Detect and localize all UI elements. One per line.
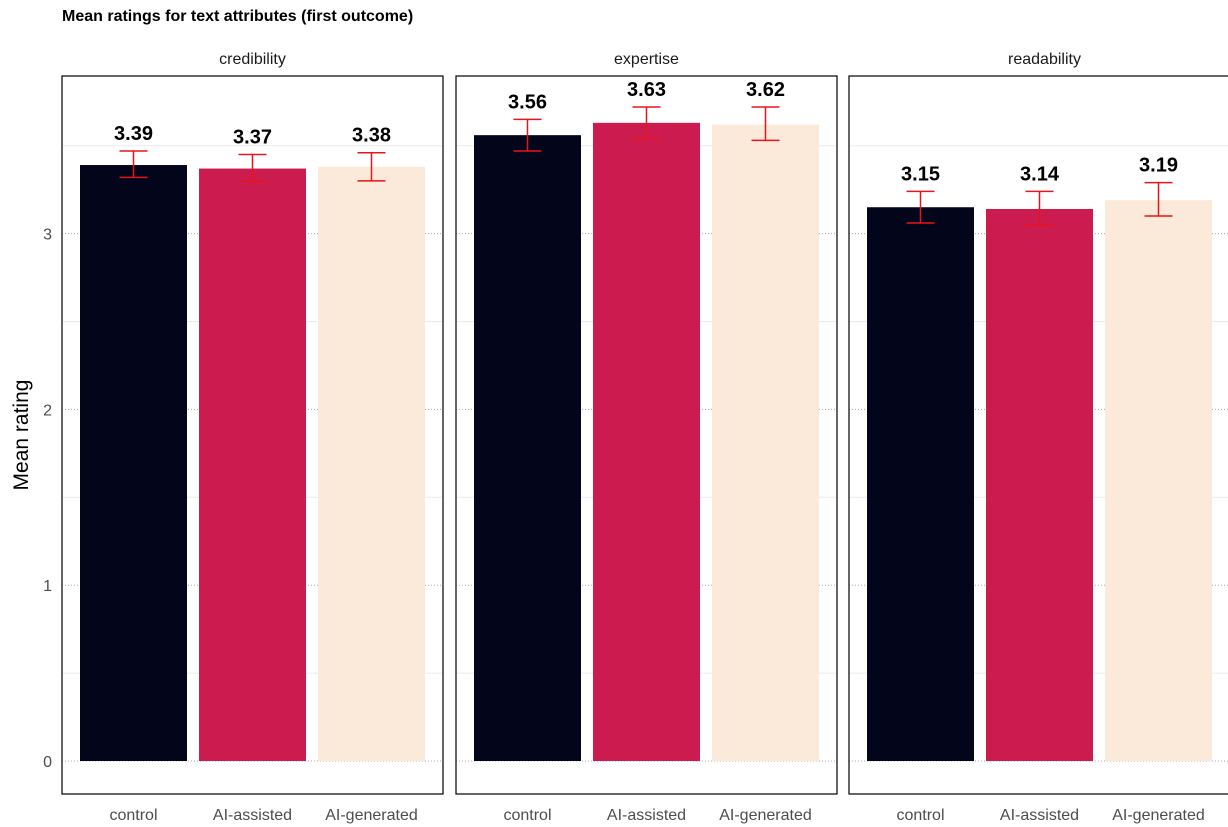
panel-strip-label: readability <box>1008 51 1081 68</box>
x-tick-label: control <box>896 807 944 824</box>
x-tick-label: AI-generated <box>719 807 812 824</box>
bar-readability-0 <box>867 207 974 762</box>
bar-expertise-2 <box>712 124 819 761</box>
panel-border <box>61 75 444 795</box>
data-label: 3.56 <box>508 91 547 113</box>
y-tick-label: 3 <box>43 227 52 244</box>
bar-expertise-0 <box>474 135 581 762</box>
y-tick-label: 1 <box>43 578 52 595</box>
data-label: 3.14 <box>1020 163 1060 185</box>
bar-readability-1 <box>986 208 1093 761</box>
data-label: 3.62 <box>746 79 785 101</box>
y-tick-label: 2 <box>43 402 52 419</box>
x-tick-label: AI-assisted <box>1000 807 1079 824</box>
bar-credibility-2 <box>318 166 425 761</box>
bar-credibility-1 <box>199 168 306 761</box>
bar-expertise-1 <box>593 122 700 761</box>
x-tick-label: AI-assisted <box>607 807 686 824</box>
y-axis-title: Mean rating <box>10 380 33 491</box>
panel-strip-label: credibility <box>219 51 286 68</box>
data-label: 3.38 <box>352 125 391 147</box>
x-tick-label: AI-generated <box>325 807 418 824</box>
y-tick-label: 0 <box>43 754 52 771</box>
data-label: 3.19 <box>1139 155 1178 177</box>
x-tick-label: control <box>109 807 157 824</box>
x-tick-label: control <box>503 807 551 824</box>
data-label: 3.63 <box>627 79 666 101</box>
panel-strip-label: expertise <box>614 51 679 68</box>
data-label: 3.15 <box>901 163 940 185</box>
panel-border <box>848 75 1228 795</box>
x-tick-label: AI-generated <box>1112 807 1205 824</box>
bar-credibility-0 <box>80 165 187 762</box>
data-label: 3.39 <box>114 123 153 145</box>
panel-border <box>455 75 838 795</box>
x-tick-label: AI-assisted <box>213 807 292 824</box>
bar-readability-2 <box>1105 200 1212 761</box>
data-label: 3.37 <box>233 126 272 148</box>
chart-title: Mean ratings for text attributes (first … <box>62 8 414 25</box>
